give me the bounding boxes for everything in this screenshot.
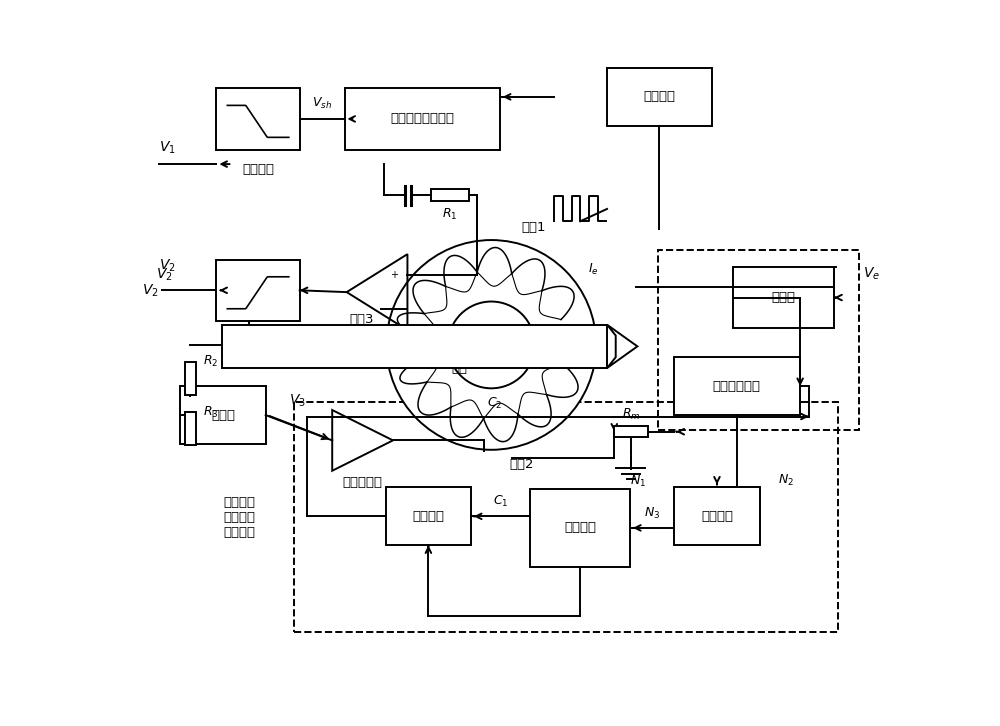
Text: $V_e$: $V_e$ [863, 266, 880, 282]
Text: 方波激励: 方波激励 [643, 90, 675, 103]
Text: 信号采集放大: 信号采集放大 [713, 380, 761, 393]
Text: $R_2$: $R_2$ [203, 354, 218, 369]
Text: $V_2$: $V_2$ [142, 282, 159, 298]
Bar [614, 426, 648, 438]
Text: 纹波信号
采集及电
补偿模块: 纹波信号 采集及电 补偿模块 [224, 496, 256, 539]
Bar [294, 402, 838, 632]
Text: $V_2$: $V_2$ [159, 258, 175, 274]
Bar [216, 88, 300, 150]
Text: 低通滤波: 低通滤波 [242, 163, 274, 176]
Bar [607, 68, 712, 126]
Text: $V_1$: $V_1$ [159, 140, 175, 156]
Text: 磁芯: 磁芯 [452, 362, 468, 375]
Text: $N_2$: $N_2$ [778, 473, 794, 488]
Text: −: − [390, 305, 398, 315]
Text: $I_P$: $I_P$ [365, 338, 377, 354]
Text: $V_2$: $V_2$ [156, 266, 173, 282]
Text: $I_e$: $I_e$ [588, 262, 598, 277]
Text: $R_3$: $R_3$ [203, 404, 218, 420]
Bar [216, 260, 300, 321]
Text: $C_1$: $C_1$ [493, 494, 508, 510]
Text: $V_{sh}$: $V_{sh}$ [312, 95, 332, 110]
Bar [185, 412, 196, 446]
Text: 高通滤波: 高通滤波 [242, 335, 274, 348]
Text: 线圈2: 线圈2 [509, 458, 534, 470]
Text: $N_1$: $N_1$ [630, 474, 646, 489]
Circle shape [448, 301, 535, 388]
Text: 线圈1: 线圈1 [522, 221, 546, 234]
Bar [222, 325, 607, 368]
Text: 直流信号峰值检波: 直流信号峰值检波 [390, 113, 454, 126]
Bar [431, 189, 469, 201]
Text: 模数转换: 模数转换 [701, 510, 733, 523]
Text: 数字芯片: 数字芯片 [564, 521, 596, 534]
Text: 比较器: 比较器 [772, 291, 796, 304]
Text: +: + [390, 269, 398, 280]
Text: 积分器: 积分器 [211, 409, 235, 422]
Bar [733, 267, 834, 328]
Circle shape [386, 240, 596, 450]
Text: $N_3$: $N_3$ [644, 506, 660, 521]
Bar [185, 362, 196, 395]
Text: $R_m$: $R_m$ [622, 407, 640, 422]
Bar [180, 386, 266, 444]
Text: $V_3$: $V_3$ [289, 393, 306, 409]
Text: 线圈3: 线圈3 [349, 313, 373, 326]
Text: $C_2$: $C_2$ [487, 396, 502, 411]
Text: 数模转换: 数模转换 [412, 510, 444, 523]
Text: 功率放大器: 功率放大器 [343, 476, 383, 489]
Bar [345, 88, 500, 150]
Bar [674, 487, 760, 545]
Bar [530, 489, 630, 567]
Text: $R_1$: $R_1$ [442, 206, 458, 221]
Bar [658, 250, 859, 430]
Bar [386, 487, 471, 545]
Bar [674, 357, 800, 415]
